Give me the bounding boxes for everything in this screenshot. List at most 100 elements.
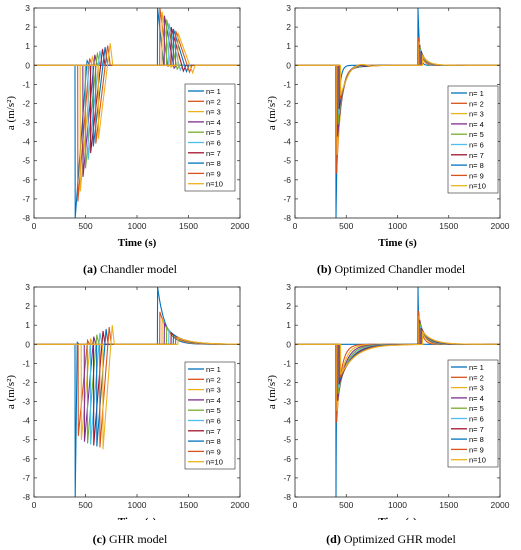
- x-axis-label: Time (s): [118, 237, 157, 249]
- y-tick-label: 2: [25, 301, 30, 311]
- legend-label: n= 7: [469, 151, 484, 160]
- caption-c: (c) GHR model: [0, 532, 260, 547]
- x-tick-label: 1500: [179, 221, 198, 231]
- legend-label: n= 4: [469, 120, 484, 129]
- caption-c-text: GHR model: [108, 532, 168, 546]
- y-tick-label: 1: [25, 320, 30, 330]
- x-tick-label: 500: [78, 500, 92, 510]
- x-tick-label: 0: [32, 500, 37, 510]
- legend-label: n= 7: [469, 425, 484, 434]
- y-tick-label: -7: [283, 194, 291, 204]
- x-tick-label: 1500: [439, 500, 458, 510]
- y-tick-label: -1: [22, 358, 30, 368]
- caption-c-letter: (c): [92, 532, 106, 546]
- y-tick-label: -1: [283, 358, 291, 368]
- series-group: [34, 287, 240, 497]
- legend-label: n= 5: [469, 130, 484, 139]
- y-tick-label: -4: [283, 137, 291, 147]
- y-axis-label: a (m/s²): [266, 96, 278, 130]
- legend-label: n=10: [206, 458, 223, 467]
- x-tick-label: 500: [339, 221, 353, 231]
- y-tick-label: -8: [22, 213, 30, 223]
- legend-label: n= 9: [206, 447, 221, 456]
- y-axis-label: a (m/s²): [5, 375, 17, 409]
- legend: n= 1n= 2 n= 3n= 4n= 5 n= 6n= 7n= 8n= 9 n=10: [447, 85, 499, 194]
- x-axis-label: Time (s): [118, 516, 157, 520]
- series-line-10: [34, 325, 240, 450]
- series-line-10: [295, 330, 500, 375]
- y-tick-label: 0: [286, 60, 291, 70]
- legend-label: n= 5: [206, 406, 221, 415]
- x-tick-label: 2000: [231, 500, 250, 510]
- legend-label: n= 3: [469, 384, 484, 393]
- caption-b-text: Optimized Chandler model: [334, 262, 466, 276]
- x-tick-label: 1000: [388, 500, 407, 510]
- y-tick-label: -3: [283, 397, 291, 407]
- legend-label: n= 2: [469, 99, 484, 108]
- legend-label: n= 2: [469, 373, 484, 382]
- caption-d: (d) Optimized GHR model: [261, 532, 521, 547]
- y-tick-label: -3: [22, 397, 30, 407]
- caption-d-text: Optimized GHR model: [343, 532, 456, 546]
- legend-label: n= 6: [206, 417, 221, 426]
- legend-label: n= 2: [206, 375, 221, 384]
- legend-label: n= 8: [206, 159, 221, 168]
- y-tick-label: -7: [22, 194, 30, 204]
- y-tick-label: -2: [22, 98, 30, 108]
- legend-label: n=10: [469, 182, 486, 191]
- y-tick-label: -3: [22, 118, 30, 128]
- legend-label: n= 3: [206, 386, 221, 395]
- legend-label: n= 5: [206, 128, 221, 137]
- legend-label: n= 1: [469, 363, 484, 372]
- chart-panel-0: 0 500 1000 1500 2000 -8 -7 -6 -5 -4 -3 -2 -1 0 1 2 3 Time…: [5, 3, 250, 249]
- x-tick-label: 1000: [128, 221, 147, 231]
- legend-label: n= 4: [206, 118, 221, 127]
- legend-label: n= 4: [469, 394, 484, 403]
- x-axis-label: Time (s): [378, 237, 417, 249]
- series-line-10: [34, 32, 240, 139]
- y-tick-label: 0: [286, 339, 291, 349]
- legend-label: n= 2: [206, 97, 221, 106]
- legend-label: n=10: [206, 180, 223, 189]
- series-group: [295, 8, 500, 218]
- legend-label: n= 1: [206, 365, 221, 374]
- legend-label: n= 8: [469, 435, 484, 444]
- legend-label: n= 8: [206, 437, 221, 446]
- y-tick-label: -1: [283, 79, 291, 89]
- y-tick-label: 3: [25, 282, 30, 292]
- legend-label: n= 7: [206, 427, 221, 436]
- legend-label: n= 5: [469, 404, 484, 413]
- legend-label: n= 1: [469, 89, 484, 98]
- legend-label: n= 1: [206, 87, 221, 96]
- y-tick-label: 2: [286, 22, 291, 32]
- y-tick-label: -7: [22, 473, 30, 483]
- caption-a: (a) Chandler model: [0, 262, 260, 277]
- y-tick-label: -2: [283, 98, 291, 108]
- chart-panel-2: 0 500 1000 1500 2000 -8 -7 -6 -5 -4 -3 -2 -1 0 1 2 3 Time…: [5, 282, 250, 528]
- y-tick-label: 3: [286, 282, 291, 292]
- y-tick-label: 1: [286, 41, 291, 51]
- series-group: [295, 287, 500, 497]
- series-line-10: [295, 54, 500, 96]
- x-tick-label: 0: [32, 221, 37, 231]
- y-tick-label: -4: [283, 416, 291, 426]
- legend-label: n=10: [469, 456, 486, 465]
- y-tick-label: -2: [22, 377, 30, 387]
- y-tick-label: -8: [283, 213, 291, 223]
- y-tick-label: -7: [283, 473, 291, 483]
- legend-label: n= 3: [206, 108, 221, 117]
- x-tick-label: 1500: [439, 221, 458, 231]
- x-tick-label: 2000: [491, 500, 510, 510]
- y-tick-label: -3: [283, 118, 291, 128]
- y-tick-label: -2: [283, 377, 291, 387]
- x-tick-label: 500: [339, 500, 353, 510]
- x-tick-label: 0: [293, 221, 298, 231]
- caption-d-letter: (d): [326, 532, 341, 546]
- caption-b: (b) Optimized Chandler model: [261, 262, 521, 277]
- y-tick-label: 2: [25, 22, 30, 32]
- legend: n= 1n= 2 n= 3n= 4n= 5 n= 6n= 7n= 8n= 9 n=10: [184, 83, 236, 192]
- legend-label: n= 7: [206, 149, 221, 158]
- legend-label: n= 6: [469, 415, 484, 424]
- caption-a-letter: (a): [83, 262, 97, 276]
